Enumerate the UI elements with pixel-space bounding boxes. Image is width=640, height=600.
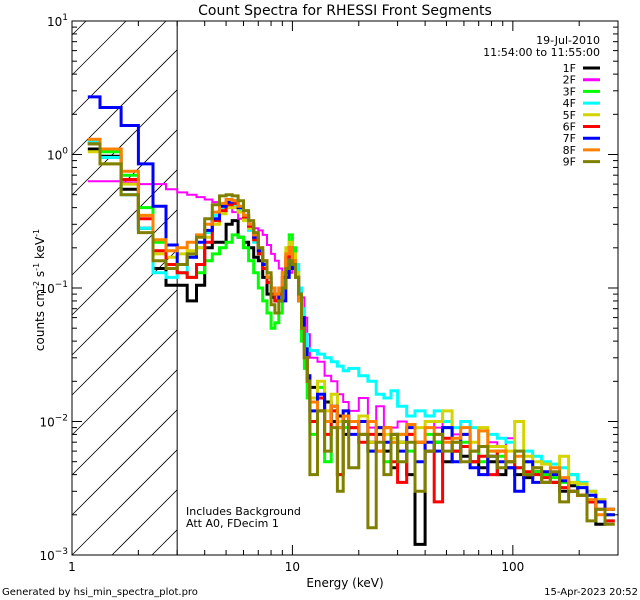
series-line-9F (87, 142, 615, 530)
y-tick-exponent: 0 (62, 147, 68, 157)
x-tick-label: 1 (68, 560, 76, 574)
legend-label: 3F (563, 85, 576, 98)
x-axis-label: Energy (keV) (306, 576, 383, 590)
legend-label: 5F (563, 109, 576, 122)
legend-label: 2F (563, 74, 576, 87)
hatch-line (71, 249, 178, 356)
excluded-region-hatch (71, 20, 178, 556)
hatch-line (71, 49, 178, 156)
hatch-line (71, 369, 178, 476)
series-line-4F (87, 140, 615, 523)
legend-label: 8F (563, 144, 576, 157)
hatch-line (71, 409, 178, 516)
annotation-background: Includes Background (186, 505, 301, 518)
hatch-line (71, 289, 178, 396)
series-line-6F (87, 142, 615, 523)
hatch-line (71, 209, 178, 316)
hatch-line (111, 489, 178, 556)
hatch-line (71, 20, 87, 36)
hatch-line (71, 449, 178, 556)
y-axis-label: counts cm-2 s-1 keV-1 (32, 229, 47, 351)
legend-time-range: 11:54:00 to 11:55:00 (483, 46, 600, 59)
y-tick-exponent: −3 (55, 547, 68, 557)
chart-title: Count Spectra for RHESSI Front Segments (198, 3, 492, 19)
hatch-line (71, 89, 178, 196)
series-group (87, 95, 615, 546)
y-tick-exponent: 1 (62, 13, 68, 23)
hatch-line (151, 529, 178, 556)
series-line-7F (87, 95, 615, 517)
y-tick-base: 10 (39, 549, 54, 563)
legend-date: 19-Jul-2010 (536, 34, 600, 47)
y-tick-exponent: −1 (55, 280, 68, 290)
legend-label: 1F (563, 62, 576, 75)
annotation-attenuator: Att A0, FDecim 1 (186, 517, 279, 530)
series-line-8F (87, 137, 615, 517)
hatch-line (71, 20, 167, 116)
y-tick-label: 10−1 (39, 280, 68, 296)
y-tick-label: 100 (47, 147, 68, 163)
y-tick-base: 10 (47, 15, 62, 29)
y-tick-base: 10 (47, 149, 62, 163)
y-tick-label: 10−3 (39, 547, 68, 563)
y-tick-label: 101 (47, 13, 68, 29)
y-tick-exponent: −2 (55, 414, 68, 424)
legend-label: 9F (563, 156, 576, 169)
footer-timestamp: 15-Apr-2023 20:52 (544, 587, 638, 598)
y-tick-base: 10 (39, 282, 54, 296)
hatch-line (71, 329, 178, 436)
legend-label: 4F (563, 97, 576, 110)
hatch-line (71, 20, 127, 76)
y-tick-base: 10 (39, 416, 54, 430)
x-tick-label: 10 (285, 560, 300, 574)
footer-generated-by: Generated by hsi_min_spectra_plot.pro (2, 587, 198, 598)
y-tick-label: 10−2 (39, 414, 68, 430)
x-tick-label: 100 (501, 560, 524, 574)
legend-label: 7F (563, 132, 576, 145)
hatch-line (71, 169, 178, 276)
series-line-3F (87, 140, 615, 517)
legend-label: 6F (563, 121, 576, 134)
series-line-5F (87, 150, 615, 517)
